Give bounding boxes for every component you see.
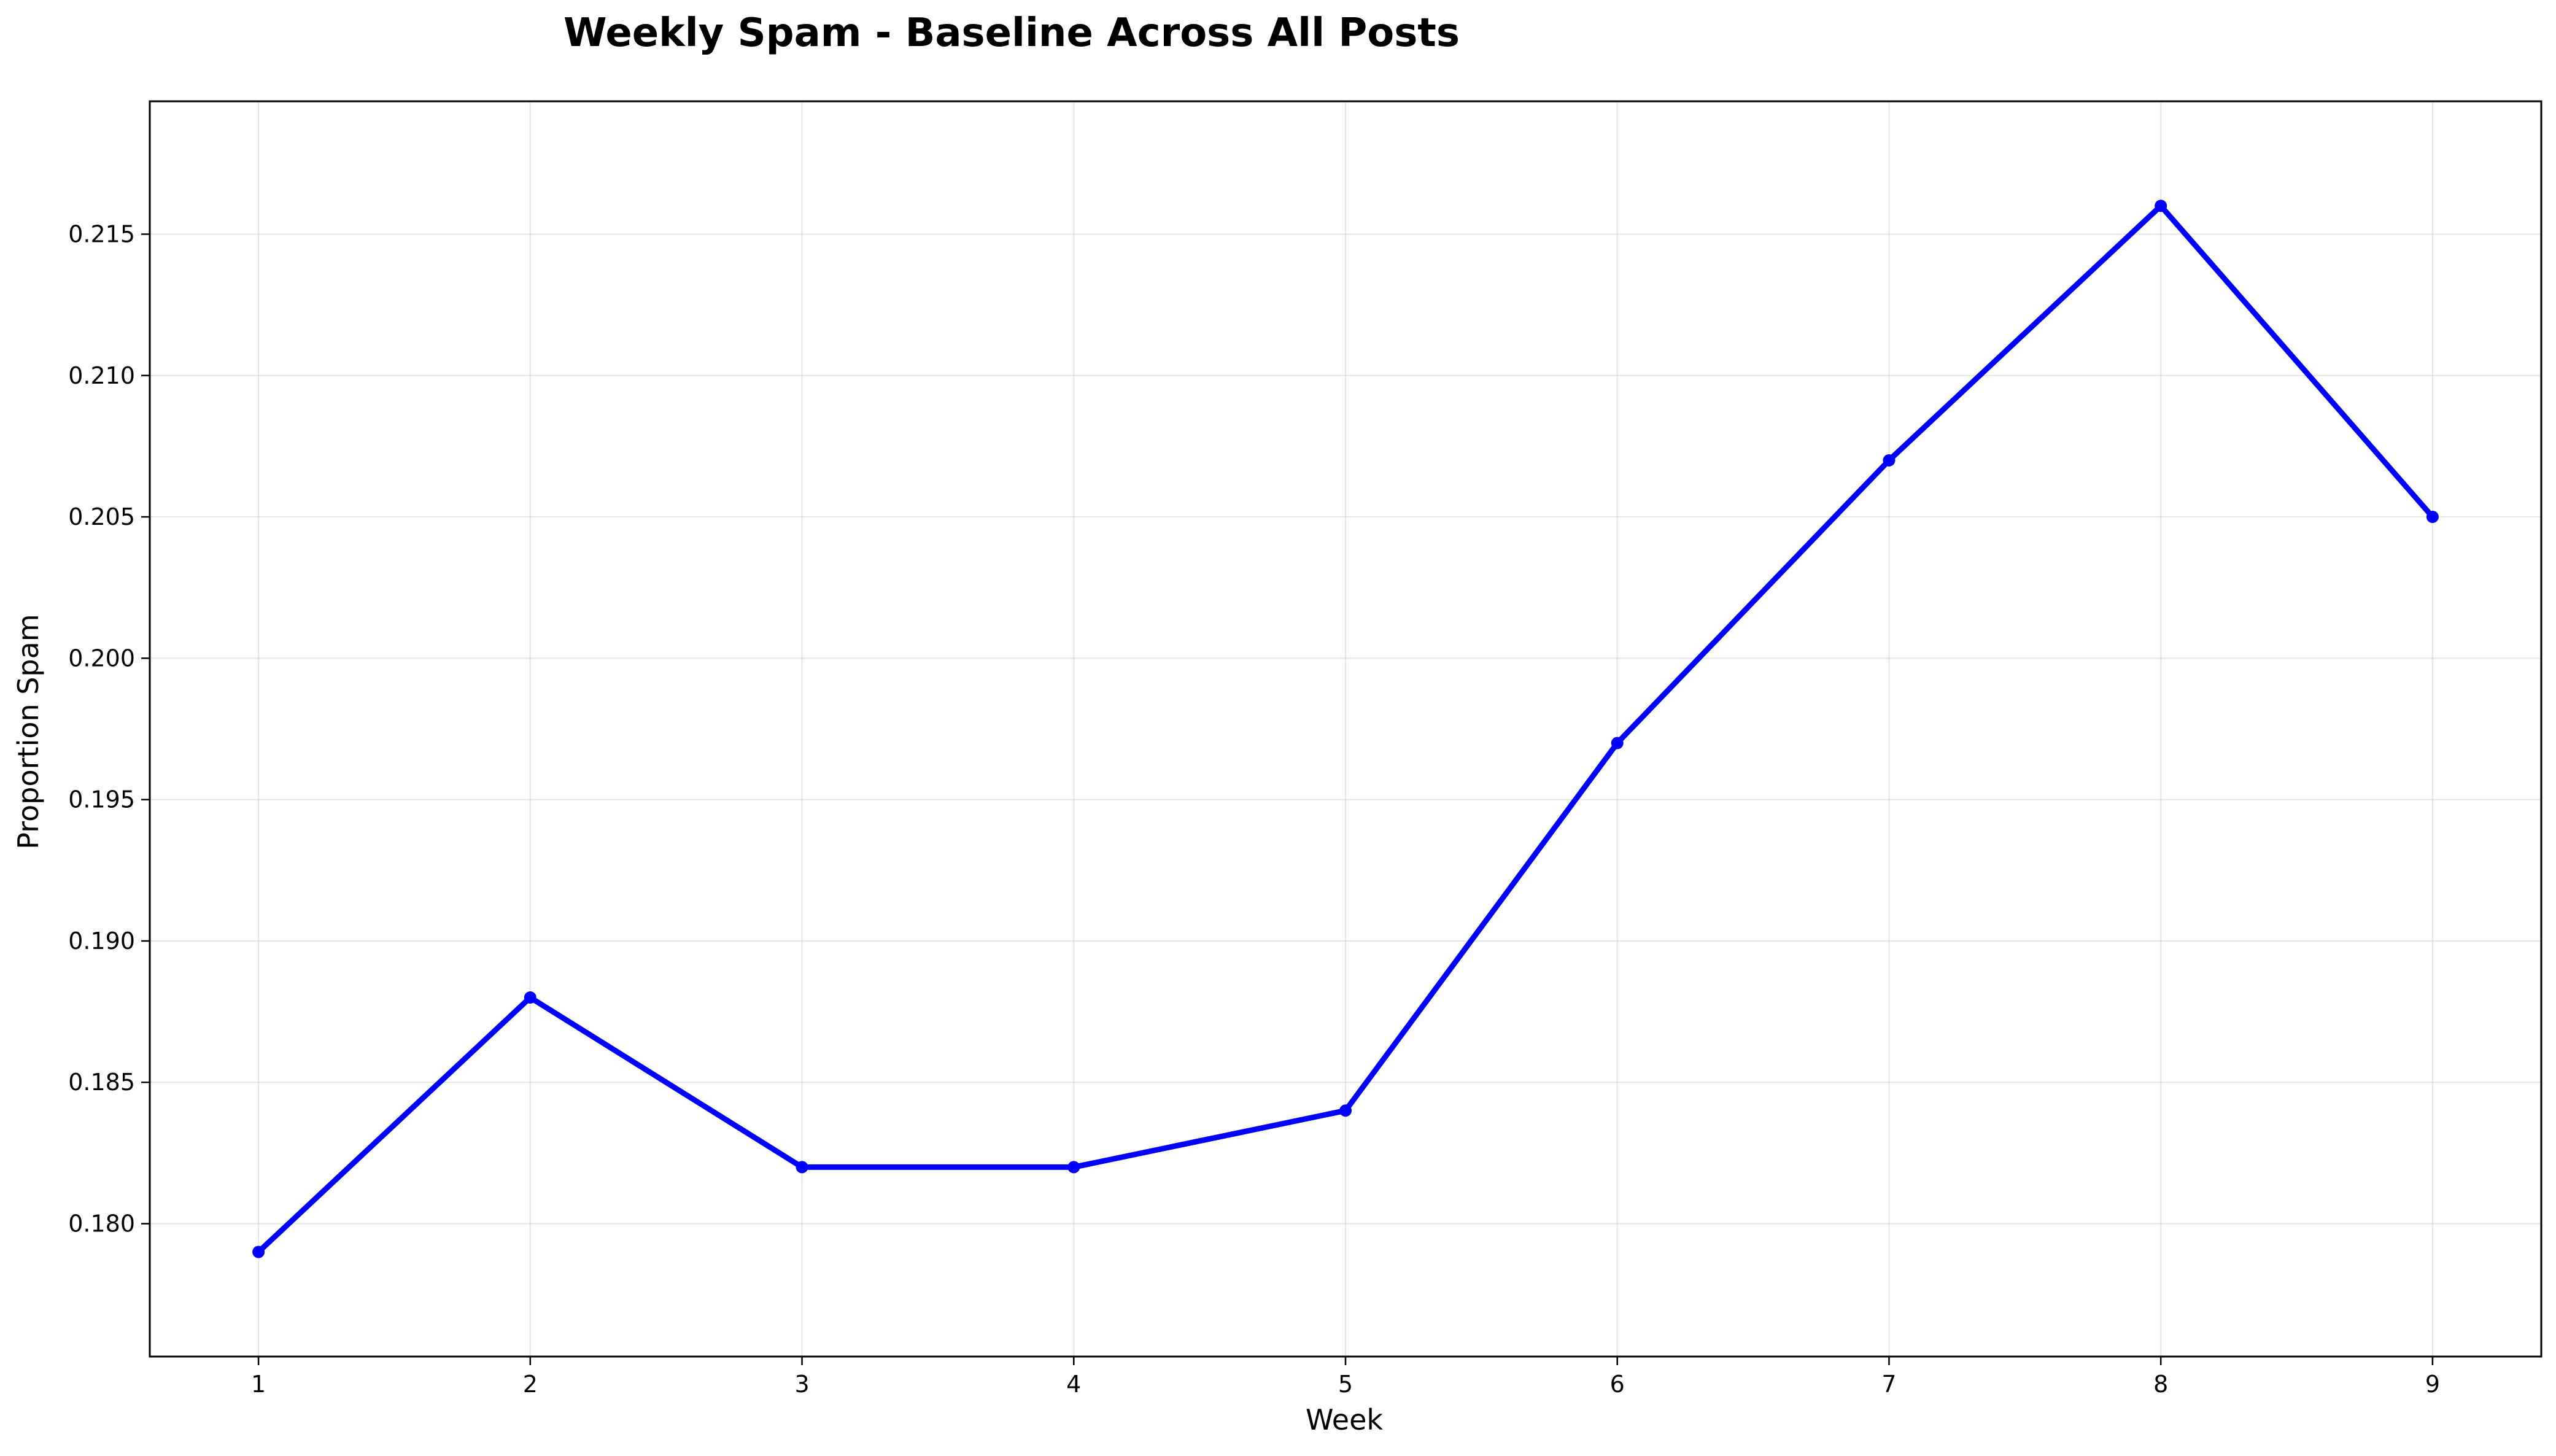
data-point [1067,1161,1080,1174]
x-tick-label: 9 [2425,1371,2440,1398]
y-axis-label: Proportion Spam [12,614,45,849]
series-layer [252,199,2439,1258]
y-tick-label: 0.185 [68,1069,135,1096]
x-tick-label: 6 [1610,1371,1625,1398]
chart-title: Weekly Spam - Baseline Across All Posts [563,10,1460,56]
grid-lines [150,101,2541,1357]
y-tick-label: 0.195 [68,786,135,813]
x-tick-label: 4 [1066,1371,1081,1398]
data-point [1883,454,1896,467]
data-point [796,1161,808,1174]
data-point [2426,511,2439,524]
x-tick-label: 3 [794,1371,809,1398]
data-point [1339,1104,1352,1117]
data-point [2155,199,2167,212]
y-tick-label: 0.210 [68,362,135,389]
y-tick-label: 0.215 [68,220,135,247]
y-tick-label: 0.205 [68,503,135,530]
axis-ticks: 1 2 3 4 5 6 7 8 9 0.180 0.185 0.190 0.195 0.200 0.205 0… [68,220,2440,1398]
y-tick-label: 0.180 [68,1210,135,1237]
data-point [252,1245,265,1258]
x-tick-label: 7 [1881,1371,1896,1398]
x-axis-label: Week [1306,1403,1383,1436]
y-tick-label: 0.190 [68,927,135,955]
x-tick-label: 2 [523,1371,538,1398]
x-tick-label: 8 [2153,1371,2168,1398]
y-tick-label: 0.200 [68,645,135,672]
x-tick-label: 5 [1338,1371,1353,1398]
x-tick-label: 1 [251,1371,266,1398]
data-point [1611,737,1624,749]
data-point [524,991,536,1004]
